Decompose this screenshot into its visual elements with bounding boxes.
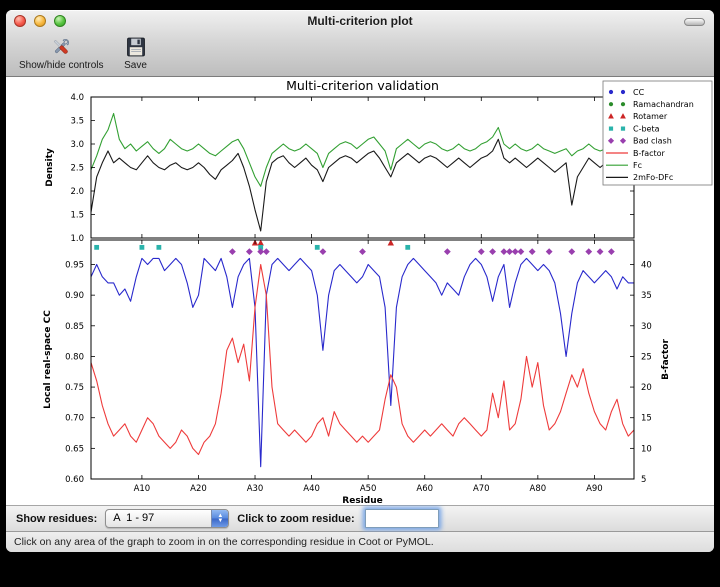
- svg-text:Ramachandran: Ramachandran: [633, 100, 694, 109]
- cc-bfactor-series: [90, 257, 635, 468]
- save-label: Save: [124, 60, 147, 71]
- svg-text:2.0: 2.0: [70, 187, 84, 197]
- svg-text:0.85: 0.85: [65, 322, 84, 332]
- bfactor-axis-label: B-factor: [661, 339, 671, 380]
- svg-text:3.0: 3.0: [70, 140, 84, 150]
- zoom-residue-label: Click to zoom residue:: [237, 512, 355, 525]
- svg-text:1.5: 1.5: [70, 211, 84, 221]
- top-axes-frame: [90, 96, 635, 239]
- status-text: Click on any area of the graph to zoom i…: [14, 536, 434, 548]
- zoom-window-button[interactable]: [54, 15, 66, 27]
- app-window: Multi-criterion plot: [6, 10, 714, 552]
- residue-axis-label: Residue: [342, 496, 382, 505]
- close-button[interactable]: [14, 15, 26, 27]
- svg-text:A60: A60: [416, 484, 433, 494]
- svg-text:A10: A10: [134, 484, 151, 494]
- plot-area[interactable]: Multi-criterion validation 1.0 1.5 2.0 2.5 3.…: [6, 77, 714, 506]
- svg-text:A80: A80: [530, 484, 547, 494]
- svg-text:CC: CC: [633, 88, 645, 97]
- svg-text:A70: A70: [473, 484, 490, 494]
- show-residues-label: Show residues:: [16, 512, 98, 525]
- svg-text:0.95: 0.95: [65, 261, 84, 271]
- svg-text:0.75: 0.75: [65, 383, 84, 393]
- svg-text:B-factor: B-factor: [633, 149, 666, 158]
- multi-criterion-plot[interactable]: Multi-criterion validation 1.0 1.5 2.0 2.5 3.…: [6, 77, 714, 506]
- density-axis-label: Density: [45, 148, 55, 187]
- svg-text:0.65: 0.65: [65, 444, 84, 454]
- status-bar: Click on any area of the graph to zoom i…: [6, 532, 714, 552]
- svg-text:40: 40: [641, 261, 652, 271]
- toolbar: Show/hide controls Save: [6, 32, 714, 76]
- window-title: Multi-criterion plot: [307, 14, 413, 28]
- svg-text:30: 30: [641, 322, 652, 332]
- svg-text:3.5: 3.5: [70, 117, 84, 127]
- svg-text:2.5: 2.5: [70, 164, 84, 174]
- traffic-lights: [14, 15, 66, 27]
- svg-text:C-beta: C-beta: [633, 124, 660, 133]
- svg-text:Rotamer: Rotamer: [633, 112, 668, 121]
- stepper-arrows-icon: ▲ ▼: [211, 510, 229, 527]
- svg-text:20: 20: [641, 383, 652, 393]
- svg-text:Fc: Fc: [633, 161, 642, 170]
- save-icon: [124, 35, 148, 59]
- svg-text:A90: A90: [586, 484, 603, 494]
- residue-range-value: A 1 - 97: [113, 512, 155, 524]
- window-chrome: Multi-criterion plot: [6, 10, 714, 77]
- controls-bar: Show residues: A 1 - 97 ▲ ▼ Click to zoom…: [6, 505, 714, 532]
- svg-text:0.70: 0.70: [65, 414, 84, 424]
- legend: CC Ramachandran Rotamer C-beta Bad clash B-fa…: [602, 80, 713, 186]
- show-hide-controls-button[interactable]: Show/hide controls: [12, 34, 111, 72]
- save-button[interactable]: Save: [117, 34, 155, 72]
- toolbar-toggle-button[interactable]: [684, 18, 705, 26]
- svg-text:15: 15: [641, 414, 652, 424]
- show-hide-controls-label: Show/hide controls: [19, 60, 104, 71]
- zoom-residue-input[interactable]: [364, 509, 439, 528]
- cc-axis-label: Local real-space CC: [43, 310, 53, 409]
- outlier-markers: [94, 239, 615, 256]
- titlebar[interactable]: Multi-criterion plot: [6, 10, 714, 32]
- svg-text:2mFo-DFc: 2mFo-DFc: [633, 173, 673, 182]
- minimize-button[interactable]: [34, 15, 46, 27]
- svg-text:4.0: 4.0: [70, 93, 84, 103]
- svg-text:Bad clash: Bad clash: [633, 137, 672, 146]
- tick-marks: [91, 96, 634, 480]
- svg-text:5: 5: [641, 475, 646, 485]
- chart-title: Multi-criterion validation: [286, 78, 439, 93]
- svg-text:A50: A50: [360, 484, 377, 494]
- svg-text:A30: A30: [247, 484, 264, 494]
- svg-text:35: 35: [641, 291, 652, 301]
- svg-text:0.80: 0.80: [65, 352, 84, 362]
- svg-text:10: 10: [641, 444, 652, 454]
- svg-text:A20: A20: [190, 484, 207, 494]
- svg-text:0.60: 0.60: [65, 475, 84, 485]
- svg-text:0.90: 0.90: [65, 291, 84, 301]
- residue-range-select[interactable]: A 1 - 97 ▲ ▼: [105, 509, 230, 528]
- density-series: [90, 112, 635, 232]
- bottom-axes-frame: [90, 239, 635, 480]
- tools-icon: [49, 35, 73, 59]
- svg-text:A40: A40: [303, 484, 320, 494]
- svg-text:25: 25: [641, 352, 652, 362]
- svg-text:1.0: 1.0: [70, 234, 84, 244]
